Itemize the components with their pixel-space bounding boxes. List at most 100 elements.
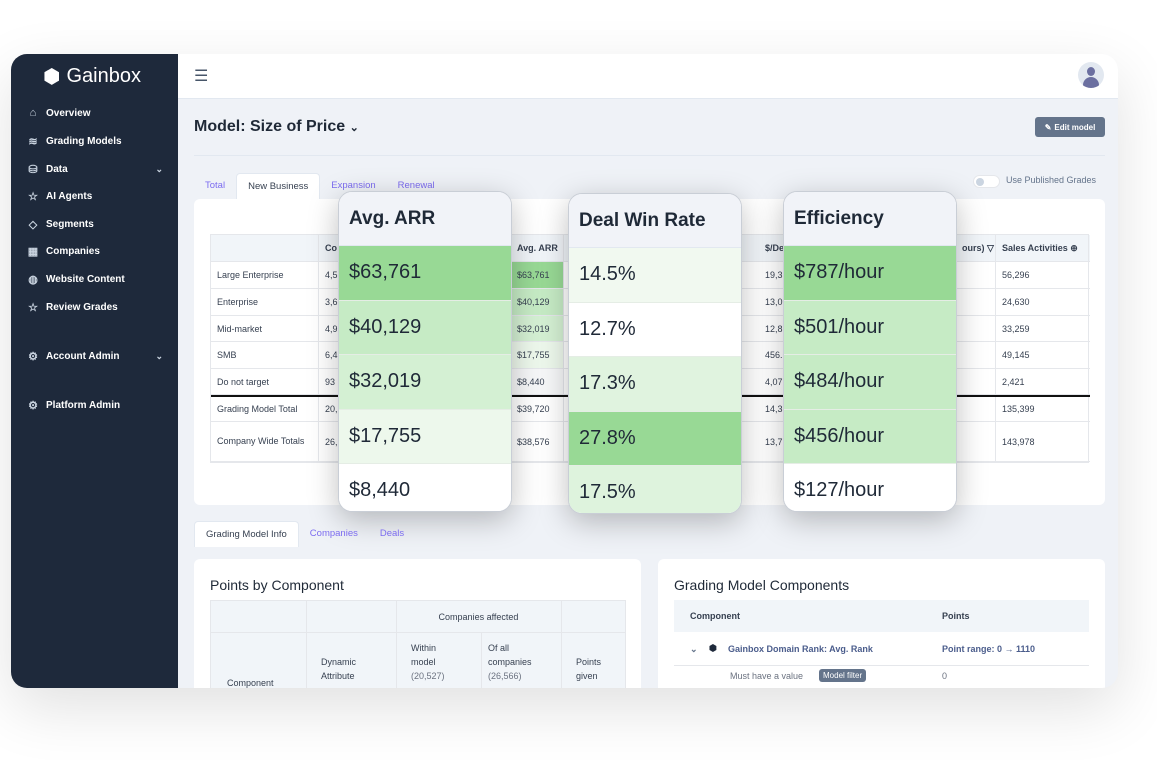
sidebar-item-review-grades[interactable]: ☆ Review Grades bbox=[27, 301, 163, 314]
tab-total[interactable]: Total bbox=[205, 180, 226, 191]
layers-icon: ≋ bbox=[28, 136, 38, 148]
highlight-value: $127/hour bbox=[784, 464, 956, 511]
condition: Must have a value bbox=[730, 671, 804, 681]
sidebar-item-label: Account Admin bbox=[46, 351, 120, 362]
group-header: Companies affected bbox=[438, 612, 519, 622]
sidebar-item-data[interactable]: ⛁ Data ⌄ bbox=[27, 163, 163, 176]
table-cell bbox=[956, 422, 996, 461]
component-subrow: Must have a value Model filter 0 bbox=[674, 669, 1089, 685]
sidebar-item-label: Website Content bbox=[46, 274, 125, 285]
col-header: Component bbox=[690, 611, 740, 621]
highlight-title: Efficiency bbox=[784, 192, 956, 246]
logo[interactable]: ⬢ Gainbox bbox=[43, 65, 141, 88]
table-cell: 24,630 bbox=[996, 289, 1089, 315]
col-header: Dynamic Attribute bbox=[321, 657, 357, 681]
chevron-down-icon: ⌄ bbox=[349, 122, 359, 134]
globe-icon: ◍ bbox=[28, 274, 38, 286]
highlight-value: $40,129 bbox=[339, 300, 511, 355]
col-header: Of all companies bbox=[488, 643, 532, 667]
component-row[interactable]: ⌄ ⬢ Gainbox Domain Rank: Avg. Rank Point… bbox=[674, 632, 1089, 666]
highlight-value: $456/hour bbox=[784, 409, 956, 464]
table-cell: SMB bbox=[211, 342, 319, 368]
table-cell: $8,440 bbox=[511, 369, 564, 394]
highlight-value: 17.3% bbox=[569, 357, 741, 412]
table-cell: Enterprise bbox=[211, 289, 319, 315]
tab-deals[interactable]: Deals bbox=[379, 528, 405, 539]
sidebar-item-ai-agents[interactable]: ☆ AI Agents bbox=[27, 190, 163, 203]
grading-model-components-card: Grading Model Components Component Point… bbox=[658, 559, 1105, 688]
edit-icon: ✎ bbox=[1044, 122, 1052, 132]
table-cell: Mid-market bbox=[211, 316, 319, 341]
component-name[interactable]: Gainbox Domain Rank: Avg. Rank bbox=[728, 644, 873, 654]
table-cell bbox=[956, 342, 996, 368]
table-cell: Grading Model Total bbox=[211, 397, 319, 421]
sidebar-item-platform-admin[interactable]: ⚙ Platform Admin bbox=[27, 399, 163, 412]
highlight-card-deal-win-rate: Deal Win Rate 14.5% 12.7% 17.3% 27.8% 17.5% bbox=[568, 193, 742, 514]
highlight-value: 12.7% bbox=[569, 302, 741, 357]
sidebar-item-segments[interactable]: ◇ Segments bbox=[27, 218, 163, 231]
tab-expansion[interactable]: Expansion bbox=[331, 180, 376, 191]
tab-new-business[interactable]: New Business bbox=[236, 173, 321, 199]
table-cell: Company Wide Totals bbox=[211, 422, 319, 461]
sidebar-item-companies[interactable]: ▦ Companies bbox=[27, 245, 163, 258]
highlight-value: 17.5% bbox=[569, 466, 741, 513]
highlight-value: $501/hour bbox=[784, 300, 956, 355]
table-cell bbox=[956, 316, 996, 341]
table-cell: 56,296 bbox=[996, 262, 1089, 288]
app-window: ⬢ Gainbox ⌂ Overview ≋ Grading Models ⛁ Data ⌄ ☆… bbox=[11, 54, 1118, 688]
gears-icon: ⚙ bbox=[28, 351, 38, 363]
chevron-down-icon[interactable]: ⌄ bbox=[155, 164, 163, 174]
sidebar-item-label: Platform Admin bbox=[46, 400, 121, 411]
table-cell bbox=[956, 262, 996, 288]
chevron-down-icon[interactable]: ⌄ bbox=[155, 351, 163, 361]
sidebar-item-website-content[interactable]: ◍ Website Content bbox=[27, 273, 163, 286]
col-header: Points given bbox=[576, 657, 602, 681]
table-cell: $39,720 bbox=[511, 397, 564, 421]
table-cell: $17,755 bbox=[511, 342, 564, 368]
use-published-grades-toggle[interactable] bbox=[973, 175, 1000, 188]
table-cell: $32,019 bbox=[511, 316, 564, 341]
highlight-value: $32,019 bbox=[339, 355, 511, 410]
cube-icon: ⬢ bbox=[709, 643, 717, 653]
table-cell: 143,978 bbox=[996, 422, 1089, 461]
table-cell: Avg. ARR bbox=[511, 235, 564, 261]
edit-model-button[interactable]: ✎ Edit model bbox=[1035, 117, 1105, 137]
tag-icon: ◇ bbox=[28, 219, 38, 231]
points-table: Companies affected Component Dynamic Att… bbox=[210, 600, 626, 688]
table-cell: $63,761 bbox=[511, 262, 564, 288]
sidebar-item-label: Companies bbox=[46, 246, 100, 257]
highlight-value: 14.5% bbox=[569, 248, 741, 303]
table-cell bbox=[956, 397, 996, 421]
table-cell bbox=[956, 289, 996, 315]
chevron-down-icon[interactable]: ⌄ bbox=[690, 644, 698, 654]
table-cell bbox=[956, 369, 996, 394]
building-search-icon: ▦ bbox=[27, 246, 39, 258]
highlight-value: $17,755 bbox=[339, 409, 511, 464]
tab-grading-model-info[interactable]: Grading Model Info bbox=[194, 521, 299, 547]
tab-companies[interactable]: Companies bbox=[309, 528, 358, 539]
table-cell: ours) ▽ bbox=[956, 235, 996, 261]
table-cell bbox=[211, 235, 319, 261]
highlight-value: $63,761 bbox=[339, 246, 511, 301]
points-by-component-card: Points by Component Companies affected C… bbox=[194, 559, 641, 688]
star-icon: ☆ bbox=[28, 302, 38, 314]
sidebar-item-grading-models[interactable]: ≋ Grading Models bbox=[27, 135, 163, 148]
sidebar-item-account-admin[interactable]: ⚙ Account Admin ⌄ bbox=[27, 350, 163, 363]
table-cell: 2,421 bbox=[996, 369, 1089, 394]
col-header: Points bbox=[942, 611, 970, 621]
tab-renewal[interactable]: Renewal bbox=[397, 180, 435, 191]
highlight-title: Deal Win Rate bbox=[569, 194, 741, 248]
table-cell: Large Enterprise bbox=[211, 262, 319, 288]
avatar[interactable] bbox=[1078, 62, 1104, 88]
sidebar-item-overview[interactable]: ⌂ Overview bbox=[27, 107, 163, 119]
table-cell: Do not target bbox=[211, 369, 319, 394]
highlight-value: $787/hour bbox=[784, 246, 956, 301]
sidebar: ⬢ Gainbox ⌂ Overview ≋ Grading Models ⛁ Data ⌄ ☆… bbox=[11, 54, 178, 688]
divider bbox=[194, 155, 1105, 156]
col-header: Component bbox=[227, 678, 274, 688]
menu-icon[interactable]: ☰ bbox=[194, 68, 209, 85]
model-filter-badge: Model filter bbox=[819, 669, 867, 682]
page-title[interactable]: Model: Size of Price ⌄ bbox=[194, 118, 359, 135]
toggle-label: Use Published Grades bbox=[1006, 175, 1097, 185]
points: 0 bbox=[942, 671, 948, 681]
